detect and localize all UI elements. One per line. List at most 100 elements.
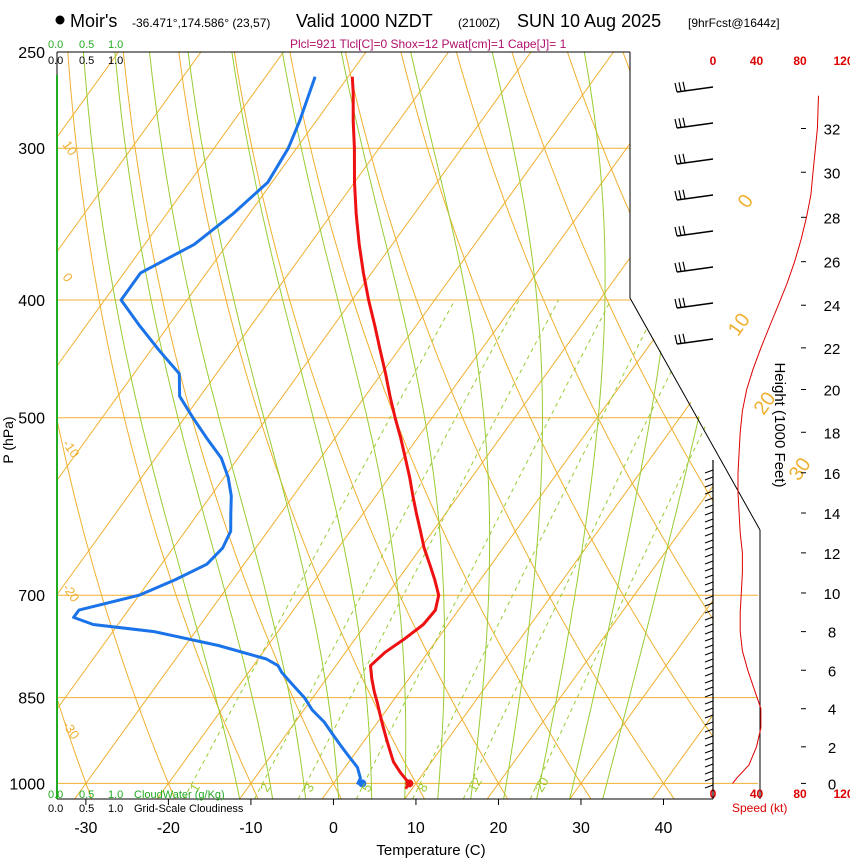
wind-barb-lower-603 xyxy=(704,602,714,607)
wind-barb-upper-4 xyxy=(676,230,714,237)
cloudwater-scale-label: CloudWater (g/Kg) xyxy=(134,789,225,801)
wind-barb-lower-764 xyxy=(704,763,714,768)
isotherm-20 xyxy=(486,485,713,799)
height-tick-label-6: 6 xyxy=(828,663,836,680)
wind-barb-upper-6-feather-1 xyxy=(678,298,682,308)
mixing-ratio-label-1: 2 xyxy=(257,781,274,795)
wind-barb-lower-582 xyxy=(704,581,714,586)
temperature-line xyxy=(350,76,441,790)
wind-barb-lower-526 xyxy=(704,525,714,530)
dry-adiabat-label-3: -20 xyxy=(60,581,83,605)
wind-barb-lower-470 xyxy=(704,469,714,474)
pressure-tick-1000: 1000 xyxy=(9,776,45,793)
wind-barb-upper-5-feather-0 xyxy=(674,262,678,273)
mixing-ratio-8 xyxy=(412,299,662,799)
location-label: -36.471°,174.586° (23,57) xyxy=(132,16,270,30)
mixing-ratio-1 xyxy=(183,299,456,799)
wind-barb-upper-2 xyxy=(676,158,714,165)
dry-adiabat-70 xyxy=(511,52,713,503)
wind-speed-bottom-tick-120: 120 xyxy=(833,787,850,801)
pressure-tick-250: 250 xyxy=(18,45,45,62)
wind-barb-upper-7-feather-1 xyxy=(678,334,682,344)
wind-barb-lower-687 xyxy=(704,686,714,691)
x-axis-label: Temperature (C) xyxy=(376,842,485,859)
wind-barb-lower-715 xyxy=(704,714,714,719)
height-tick-label-0: 0 xyxy=(828,776,836,793)
mixing-ratio-label-3: 5 xyxy=(358,781,375,795)
wind-barb-upper-2-feather-1 xyxy=(678,154,682,164)
forecast-label: [9hrFcst@1644z] xyxy=(688,16,780,30)
pressure-tick-400: 400 xyxy=(18,293,45,310)
moist-adiabat-6 xyxy=(231,52,373,799)
sounding-series xyxy=(72,76,441,790)
valid-label: Valid 1000 NZDT xyxy=(296,11,433,31)
isotherm--20 xyxy=(156,52,697,799)
wind-barb-lower-477 xyxy=(704,476,714,481)
wind-barb-upper-2-feather-0 xyxy=(674,154,678,165)
temp-tick-label-10: 10 xyxy=(407,820,425,837)
cloudiness-top-tick-1: 0.5 xyxy=(79,55,94,67)
dry-adiabat-label-0: 10 xyxy=(60,138,81,158)
isotherm--80 xyxy=(57,52,202,253)
dry-adiabat-label-1: 0 xyxy=(60,270,76,285)
moist-adiabat--6 xyxy=(114,52,274,799)
pressure-tick-850: 850 xyxy=(18,691,45,708)
surface-dewpoint-marker xyxy=(358,779,367,788)
wind-barb-upper-4-feather-2 xyxy=(682,225,686,235)
pressure-tick-700: 700 xyxy=(18,588,45,605)
wind-barb-lower-624 xyxy=(704,623,714,628)
wind-barb-lower-631 xyxy=(704,630,714,635)
thermo-background-lines xyxy=(57,52,850,799)
cloudiness-bottom-tick-2: 1.0 xyxy=(108,803,123,815)
utc-label: (2100Z) xyxy=(458,16,500,30)
isotherm--40 xyxy=(57,52,532,710)
mixing-ratio-20 xyxy=(529,409,713,799)
wind-barb-upper-3 xyxy=(676,194,714,201)
wind-barb-lower-484 xyxy=(704,483,714,488)
wind-barb-lower-540 xyxy=(704,539,714,544)
temp-tick-label--30: -30 xyxy=(74,820,97,837)
temp-tick-label--10: -10 xyxy=(239,820,262,837)
moist-adiabat-34 xyxy=(602,351,713,799)
wind-barb-lower-533 xyxy=(704,532,714,537)
wind-barb-upper-0-feather-1 xyxy=(678,82,682,92)
moist-adiabat-26 xyxy=(536,52,606,799)
moist-adiabat-18 xyxy=(410,52,491,799)
isotherm-0 xyxy=(321,256,713,799)
wind-speed-bottom-tick-40: 40 xyxy=(750,787,764,801)
moist-adiabat-2 xyxy=(187,52,340,799)
wind-panel: 0246810121416182022242628303200404080801… xyxy=(674,54,850,801)
wind-barb-lower-680 xyxy=(704,679,714,684)
wind-speed-profile xyxy=(732,95,819,784)
cloudiness-bottom-tick-0: 0.0 xyxy=(48,803,63,815)
cloudwater-bottom-tick-2: 1.0 xyxy=(108,789,123,801)
surface-temperature-marker xyxy=(405,779,414,788)
wind-barb-lower-610 xyxy=(704,609,714,614)
wind-barb-lower-575 xyxy=(704,574,714,579)
dry-adiabat-10 xyxy=(178,52,425,799)
wind-barb-lower-638 xyxy=(704,637,714,642)
wind-barb-lower-659 xyxy=(704,658,714,663)
wind-barb-upper-4-feather-1 xyxy=(678,226,682,236)
wind-speed-top-tick-80: 80 xyxy=(793,54,807,68)
brand-title: Moir's xyxy=(70,11,117,31)
wind-barb-lower-785 xyxy=(704,784,714,789)
wind-barb-lower-554 xyxy=(704,553,714,558)
dry-adiabat-130 xyxy=(845,52,850,799)
height-tick-label-8: 8 xyxy=(828,625,836,642)
moist-adiabat--10 xyxy=(82,52,241,799)
wind-barb-upper-1-feather-1 xyxy=(678,118,682,128)
height-tick-label-14: 14 xyxy=(824,506,841,523)
dry-adiabat-60 xyxy=(455,52,713,621)
wind-barb-upper-6-feather-2 xyxy=(682,297,686,307)
wind-barb-lower-596 xyxy=(704,595,714,600)
isotherm--50 xyxy=(57,52,449,596)
wind-barb-lower-568 xyxy=(704,567,714,572)
height-tick-label-30: 30 xyxy=(824,165,841,182)
wind-barb-lower-561 xyxy=(704,560,714,565)
dry-adiabat-label-2: -10 xyxy=(60,437,83,461)
wind-barb-upper-0-feather-2 xyxy=(682,81,686,91)
cloudwater-top-tick-0: 0.0 xyxy=(48,39,63,51)
